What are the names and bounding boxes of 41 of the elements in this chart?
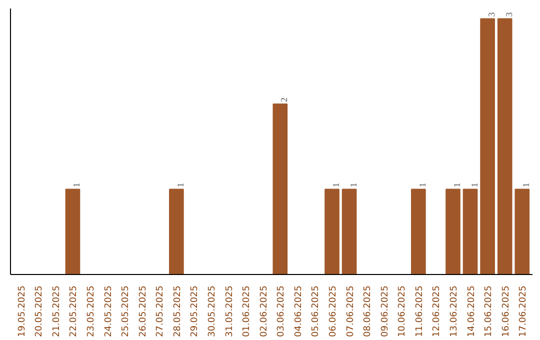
data-label: 1 xyxy=(72,182,82,188)
x-tick-label: 15.06.2025 xyxy=(484,286,494,338)
x-tick-label: 01.06.2025 xyxy=(242,286,252,338)
x-tick-label: 22.05.2025 xyxy=(69,286,80,338)
x-tick-label: 21.05.2025 xyxy=(52,286,62,338)
x-tick-label: 11.06.2025 xyxy=(414,286,425,338)
x-tick-label: 08.06.2025 xyxy=(363,286,374,338)
x-tick-label: 09.06.2025 xyxy=(380,286,390,338)
data-label: 1 xyxy=(348,182,358,188)
x-tick-label: 30.05.2025 xyxy=(208,286,218,338)
x-tick-label: 10.06.2025 xyxy=(398,286,408,338)
x-tick-label: 19.05.2025 xyxy=(17,286,28,338)
x-tick-label: 28.05.2025 xyxy=(172,286,183,338)
data-label: 3 xyxy=(504,12,514,17)
data-label: 2 xyxy=(279,97,290,102)
x-tick-label: 06.06.2025 xyxy=(328,286,338,338)
x-tick-label: 24.05.2025 xyxy=(104,286,114,338)
x-tick-label: 07.06.2025 xyxy=(346,286,356,338)
data-label: 1 xyxy=(469,182,480,188)
x-tick-label: 20.05.2025 xyxy=(34,286,45,338)
x-tick-label: 26.05.2025 xyxy=(138,286,148,338)
data-label: 3 xyxy=(486,12,497,17)
x-tick-label: 02.06.2025 xyxy=(259,286,270,338)
x-tick-label: 23.05.2025 xyxy=(86,286,97,338)
x-tick-label: 05.06.2025 xyxy=(311,286,322,338)
x-tick-label: 27.05.2025 xyxy=(156,286,166,338)
x-tick-label: 13.06.2025 xyxy=(449,286,460,338)
x-tick-label: 12.06.2025 xyxy=(432,286,442,338)
x-tick-label: 14.06.2025 xyxy=(466,286,477,338)
x-tick-label: 29.05.2025 xyxy=(190,286,200,338)
x-tick-label: 04.06.2025 xyxy=(294,286,304,338)
data-label: 1 xyxy=(452,182,462,188)
x-tick-label: 17.06.2025 xyxy=(518,286,529,338)
data-label: 1 xyxy=(330,182,341,188)
x-tick-label: 31.05.2025 xyxy=(224,286,235,338)
x-tick-label: 16.06.2025 xyxy=(501,286,512,338)
data-label: 1 xyxy=(175,182,186,188)
data-label: 1 xyxy=(521,182,532,188)
data-label: 1 xyxy=(417,182,428,188)
x-tick-label: 25.05.2025 xyxy=(121,286,132,338)
x-tick-label: 03.06.2025 xyxy=(276,286,287,338)
